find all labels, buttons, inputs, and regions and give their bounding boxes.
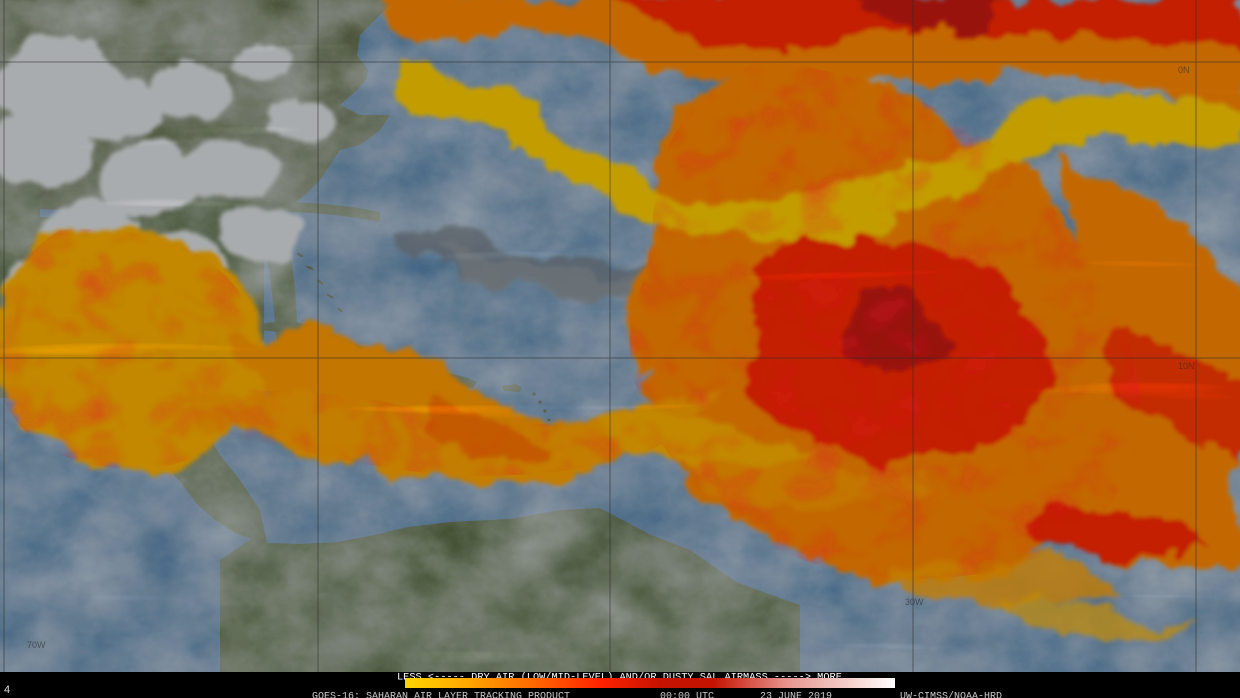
svg-text:00:00 UTC: 00:00 UTC (660, 692, 714, 698)
svg-text:0N: 0N (1178, 65, 1190, 75)
svg-text:4: 4 (4, 684, 10, 696)
svg-text:30W: 30W (905, 597, 924, 607)
svg-text:23 JUNE 2019: 23 JUNE 2019 (760, 692, 832, 698)
svg-text:GOES-16: SAHARAN AIR LAYER TR: GOES-16: SAHARAN AIR LAYER TRACKING PROD… (312, 692, 570, 698)
svg-text:UW-CIMSS/NOAA-HRD: UW-CIMSS/NOAA-HRD (900, 691, 1002, 698)
svg-text:70W: 70W (27, 640, 46, 650)
svg-text:10N: 10N (1178, 361, 1195, 371)
